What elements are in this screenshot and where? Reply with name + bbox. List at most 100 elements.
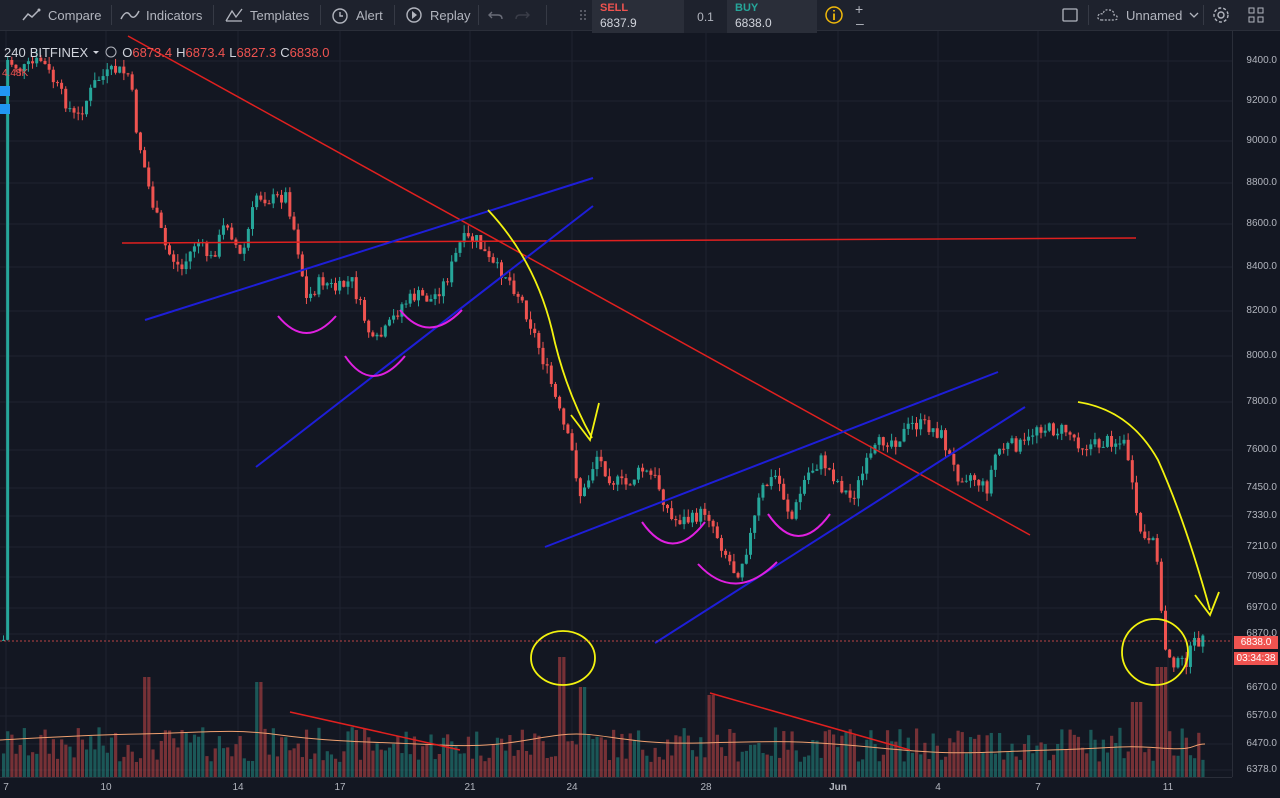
volume-bar (259, 682, 263, 777)
decrease-quantity-button[interactable]: – (856, 8, 864, 38)
volume-bar (960, 732, 964, 777)
price-scale-label: 9400.0 (1246, 55, 1277, 66)
replay-button[interactable]: Replay (404, 0, 470, 30)
candle-body (396, 315, 400, 317)
candle-body (881, 437, 885, 446)
layout-menu[interactable]: Unnamed (1096, 0, 1208, 30)
candle-body (43, 60, 47, 65)
candlesticks (2, 49, 1205, 675)
volume-bar (537, 735, 541, 777)
candle-body (134, 89, 138, 133)
volume-bar (981, 752, 985, 777)
candle-body (392, 315, 396, 320)
candle-body (1006, 443, 1010, 449)
time-scale[interactable]: 7 10 14 17 21 24 28 Jun 4 7 11 (0, 777, 1232, 798)
volume-bar (404, 731, 408, 777)
grid-icon (1248, 7, 1264, 23)
volume-bar (649, 761, 653, 777)
volume-bar (1159, 667, 1164, 777)
volume-bar (1043, 744, 1047, 777)
candle-body (342, 280, 346, 287)
volume-bar (500, 738, 504, 777)
candle-body (387, 319, 391, 326)
candle-body (1139, 512, 1143, 532)
info-button[interactable] (824, 0, 850, 30)
candle-body (910, 422, 914, 424)
volume-bar (475, 731, 479, 777)
volume-bar (1114, 742, 1118, 777)
volume-bar (612, 729, 616, 777)
alert-button[interactable]: Alert (330, 0, 383, 30)
candle-body (1130, 460, 1134, 483)
candle-body (653, 474, 657, 476)
fullscreen-button[interactable] (1061, 0, 1085, 30)
price-chart[interactable] (0, 31, 1232, 777)
quantity-field[interactable]: 0.1 (684, 0, 727, 33)
volume-bar (504, 750, 508, 777)
volume-bar (329, 754, 334, 777)
volume-bar (375, 743, 379, 777)
red-descending-trendline (127, 35, 1031, 536)
volume-bar (749, 744, 753, 777)
trade-panel-handle[interactable] (579, 0, 593, 30)
caret-down-icon[interactable] (92, 45, 100, 59)
volume-bar (910, 752, 915, 777)
templates-button[interactable]: Templates (224, 0, 309, 30)
settings-small-icon[interactable] (104, 45, 118, 59)
yellow-arrow-curve-2 (1077, 401, 1211, 611)
candle-body (1039, 427, 1043, 433)
volume-bar (811, 740, 815, 777)
indicators-button[interactable]: Indicators (120, 0, 202, 30)
candle-body (313, 293, 317, 295)
volume-bar (72, 757, 76, 777)
volume-bar (827, 729, 832, 777)
candle-body (815, 469, 819, 471)
chart-grid (0, 31, 1232, 777)
symbol-label[interactable]: BITFINEX (29, 45, 89, 60)
undo-button[interactable] (488, 0, 510, 30)
minus-icon: – (856, 15, 864, 31)
volume-bar (998, 733, 1002, 777)
candle-body (749, 532, 752, 555)
volume-bar (674, 735, 678, 777)
candle-body (728, 554, 732, 562)
candle-body (786, 499, 790, 512)
volume-bar (275, 756, 280, 777)
volume-bar (894, 741, 898, 777)
increase-quantity-button[interactable]: + (855, 0, 863, 24)
volume-bar (603, 739, 607, 777)
snapshot-button[interactable] (1246, 0, 1272, 30)
volume-bar (786, 749, 790, 777)
candle-body (939, 430, 943, 438)
candle-body (533, 328, 537, 334)
volume-bar (1060, 729, 1064, 777)
price-scale[interactable]: 9400.0 9200.0 9000.0 8800.0 8600.0 8400.0 8200… (1232, 31, 1280, 777)
redo-button[interactable] (514, 0, 536, 30)
candle-body (541, 347, 545, 365)
candle-body (715, 526, 719, 539)
candle-body (1064, 424, 1068, 433)
candle-body (172, 254, 176, 262)
candle-body (400, 304, 404, 317)
settings-button[interactable] (1211, 0, 1237, 30)
candle-body (529, 319, 533, 329)
visibility-toggle-icon[interactable] (0, 104, 10, 114)
candle-body (587, 480, 591, 488)
compare-button[interactable]: Compare (22, 0, 101, 30)
sell-button[interactable]: SELL 6837.9 (592, 0, 684, 33)
candle-body (765, 484, 769, 487)
visibility-toggle-icon[interactable] (0, 86, 10, 96)
candle-body (935, 428, 939, 438)
candle-body (408, 293, 412, 304)
candle-body (1110, 435, 1114, 447)
red-volume-trendline-2 (709, 692, 911, 751)
buy-button[interactable]: BUY 6838.0 (727, 0, 817, 33)
interval-label[interactable]: 240 (4, 45, 26, 60)
chart-legend: 240 BITFINEX O 6873.4 H 6873.4 L 6827.3 C 68… (4, 45, 329, 60)
volume-bar (450, 741, 454, 777)
candle-body (412, 293, 416, 301)
candle-body (1060, 424, 1064, 434)
volume-bar (371, 750, 375, 777)
candle-body (1027, 436, 1031, 441)
volume-bar (570, 740, 574, 777)
